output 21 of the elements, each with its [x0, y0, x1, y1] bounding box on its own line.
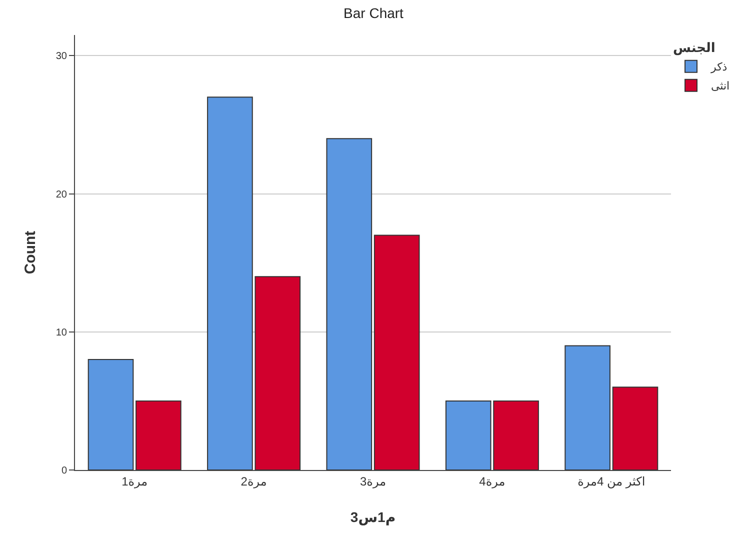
y-tick-label: 30: [56, 51, 68, 62]
x-tick-label: مرة3: [360, 474, 386, 488]
y-tick-label: 0: [61, 466, 68, 476]
chart-title: Bar Chart: [344, 4, 404, 21]
legend-title: الجنس: [673, 40, 716, 56]
legend-label: انثى: [711, 80, 730, 93]
bar: [88, 359, 134, 470]
y-tick-label: 10: [56, 327, 68, 338]
x-tick-label: مرة4: [479, 474, 506, 488]
y-tick-label: 20: [56, 189, 68, 200]
x-axis-title: م1س3: [350, 509, 396, 526]
bar: [136, 400, 182, 470]
x-tick-label: مرة1: [122, 474, 148, 488]
bar: [612, 386, 658, 470]
y-axis-title: Count: [22, 230, 39, 274]
x-tick-label: مرة2: [240, 474, 267, 488]
legend-label: ذكر: [710, 62, 728, 74]
bar: [564, 345, 610, 470]
bar: [374, 234, 420, 470]
x-tick-label: اكثر من 4مرة: [578, 474, 646, 488]
bar: [326, 138, 372, 470]
